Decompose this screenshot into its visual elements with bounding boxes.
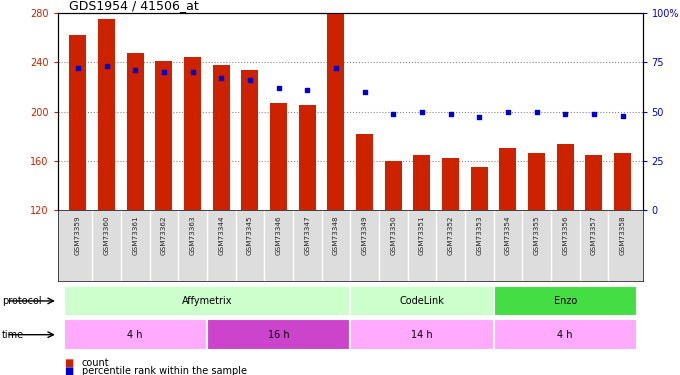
Text: GSM73355: GSM73355: [534, 216, 539, 255]
Text: Enzo: Enzo: [554, 296, 577, 306]
Text: GSM73351: GSM73351: [419, 216, 425, 255]
Bar: [471, 167, 488, 210]
Text: ■: ■: [65, 358, 74, 368]
Text: GSM73344: GSM73344: [218, 216, 224, 255]
Text: GSM73358: GSM73358: [619, 216, 626, 255]
Bar: [299, 105, 316, 210]
Point: [101, 63, 112, 69]
Point: [158, 69, 169, 75]
Point: [359, 89, 370, 95]
Text: GSM73363: GSM73363: [190, 216, 196, 255]
Text: CodeLink: CodeLink: [399, 296, 444, 306]
Point: [617, 112, 628, 118]
Bar: [499, 148, 517, 210]
Bar: [184, 57, 201, 210]
Text: GSM73347: GSM73347: [304, 216, 310, 255]
Bar: [213, 65, 230, 210]
Point: [531, 109, 542, 115]
Bar: [614, 153, 631, 210]
Bar: [155, 61, 173, 210]
Text: GSM73353: GSM73353: [476, 216, 482, 255]
Text: GSM73350: GSM73350: [390, 216, 396, 255]
Bar: [241, 70, 258, 210]
Text: GSM73349: GSM73349: [362, 216, 367, 255]
Bar: [69, 35, 86, 210]
Point: [273, 85, 284, 91]
Bar: [557, 144, 574, 210]
FancyBboxPatch shape: [207, 320, 350, 350]
Text: 16 h: 16 h: [268, 330, 290, 340]
FancyBboxPatch shape: [350, 286, 494, 316]
FancyBboxPatch shape: [63, 286, 350, 316]
Point: [244, 77, 255, 83]
Point: [302, 87, 313, 93]
Bar: [98, 19, 115, 210]
FancyBboxPatch shape: [350, 320, 494, 350]
Bar: [442, 158, 459, 210]
Text: GSM73345: GSM73345: [247, 216, 253, 255]
Point: [503, 109, 513, 115]
Text: protocol: protocol: [2, 296, 41, 306]
Text: GSM73357: GSM73357: [591, 216, 597, 255]
Text: GSM73352: GSM73352: [447, 216, 454, 255]
Text: GSM73361: GSM73361: [132, 216, 138, 255]
Point: [73, 65, 84, 71]
Text: GSM73362: GSM73362: [161, 216, 167, 255]
FancyBboxPatch shape: [63, 320, 207, 350]
Point: [560, 111, 571, 117]
Point: [216, 75, 226, 81]
Point: [330, 65, 341, 71]
Bar: [270, 103, 287, 210]
Point: [474, 114, 485, 120]
Text: ■: ■: [65, 366, 74, 375]
Point: [130, 67, 141, 73]
Text: GSM73346: GSM73346: [275, 216, 282, 255]
Bar: [385, 161, 402, 210]
Point: [445, 111, 456, 117]
Point: [416, 109, 427, 115]
FancyBboxPatch shape: [494, 320, 637, 350]
Bar: [327, 13, 345, 210]
Text: GSM73348: GSM73348: [333, 216, 339, 255]
Text: percentile rank within the sample: percentile rank within the sample: [82, 366, 247, 375]
Text: 4 h: 4 h: [127, 330, 143, 340]
FancyBboxPatch shape: [494, 286, 637, 316]
Text: GSM73354: GSM73354: [505, 216, 511, 255]
Text: GDS1954 / 41506_at: GDS1954 / 41506_at: [69, 0, 199, 12]
Bar: [413, 154, 430, 210]
Text: count: count: [82, 358, 109, 368]
Text: 14 h: 14 h: [411, 330, 432, 340]
Text: GSM73356: GSM73356: [562, 216, 568, 255]
Point: [187, 69, 198, 75]
Bar: [356, 134, 373, 210]
Text: GSM73360: GSM73360: [103, 216, 109, 255]
Text: GSM73359: GSM73359: [75, 216, 81, 255]
Text: time: time: [2, 330, 24, 340]
Bar: [585, 154, 602, 210]
Point: [388, 111, 398, 117]
Bar: [528, 153, 545, 210]
Text: 4 h: 4 h: [558, 330, 573, 340]
Text: Affymetrix: Affymetrix: [182, 296, 232, 306]
Point: [588, 111, 599, 117]
Bar: [126, 53, 143, 210]
